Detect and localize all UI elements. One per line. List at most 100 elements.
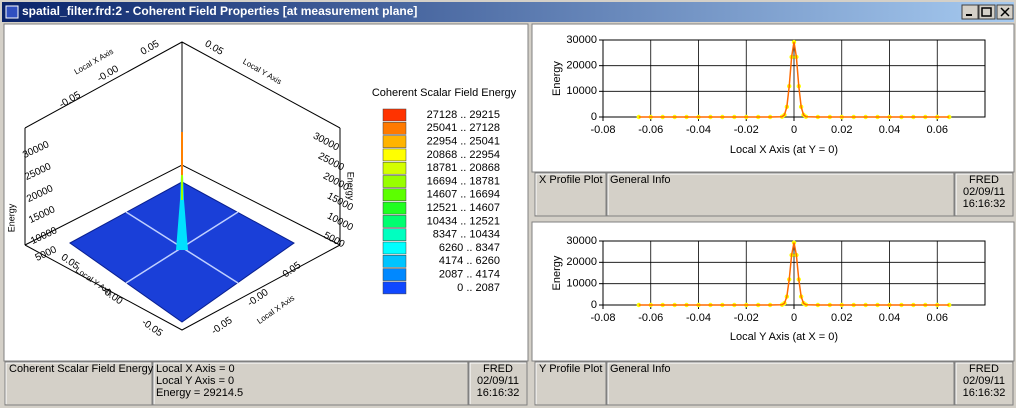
maximize-button[interactable] — [978, 4, 996, 20]
info-cell — [606, 361, 955, 406]
legend-swatch — [382, 135, 407, 148]
y-tick-label: 10000 — [566, 278, 597, 290]
info-cell-highlight — [535, 173, 605, 215]
y-axis-label: Energy — [551, 255, 563, 290]
legend-swatch — [382, 255, 407, 268]
series-line — [638, 41, 950, 118]
info-cell — [4, 361, 153, 406]
legend-label: 27128 .. 29215 — [427, 109, 500, 121]
x-tick-label: 0.04 — [879, 312, 900, 324]
info-cell-highlight — [153, 362, 467, 404]
info-cell-highlight — [955, 173, 1012, 215]
info-detail: Local Y Axis = 0 — [156, 375, 234, 387]
legend-swatch — [382, 161, 407, 175]
info-detail: General Info — [610, 363, 671, 375]
info-cell — [534, 172, 607, 217]
info-name: Y Profile Plot — [539, 363, 602, 375]
info-app: FRED — [969, 363, 999, 375]
x-tick-label: 0.06 — [927, 124, 948, 136]
energy-axis-label: Energy — [6, 203, 16, 232]
info-cell — [534, 361, 607, 406]
x-tick-label: -0.04 — [686, 124, 711, 136]
legend-swatch — [382, 148, 407, 162]
legend-label: 18781 .. 20868 — [427, 162, 500, 174]
x-tick-label: 0.02 — [831, 124, 852, 136]
info-time: 16:16:32 — [477, 387, 520, 399]
title-bar — [2, 2, 1014, 22]
x-tick-label: 0.04 — [879, 124, 900, 136]
info-detail: Energy = 29214.5 — [156, 387, 243, 399]
legend-label: 2087 .. 4174 — [439, 269, 500, 281]
x-tick-label: -0.06 — [638, 312, 663, 324]
info-cell-highlight — [607, 173, 953, 215]
legend-label: 12521 .. 14607 — [427, 202, 500, 214]
legend-swatch — [382, 188, 407, 202]
info-time: 16:16:32 — [963, 387, 1006, 399]
legend-swatch — [382, 241, 407, 255]
x-tick-label: -0.02 — [734, 124, 759, 136]
info-app: FRED — [483, 363, 513, 375]
close-button[interactable] — [996, 4, 1014, 20]
y-profile-area — [531, 221, 1015, 362]
info-date: 02/09/11 — [477, 375, 519, 387]
legend-swatch — [382, 281, 407, 295]
window-title: spatial_filter.frd:2 - Coherent Field Pr… — [22, 4, 417, 18]
legend-label: 4174 .. 6260 — [439, 255, 500, 267]
x-tick-label: -0.02 — [734, 312, 759, 324]
legend-swatch — [382, 108, 407, 122]
legend-label: 16694 .. 18781 — [427, 175, 500, 187]
info-cell — [954, 361, 1014, 406]
surface — [69, 181, 295, 323]
y-tick-label: 20000 — [566, 256, 597, 268]
legend-label: 25041 .. 27128 — [427, 122, 500, 134]
x-tick-label: -0.08 — [590, 124, 615, 136]
x-tick-label: 0 — [791, 312, 797, 324]
surface-box — [24, 41, 341, 331]
x-axis-label: Local X Axis (at Y = 0) — [730, 144, 838, 156]
legend-label: 20868 .. 22954 — [427, 149, 500, 161]
x-tick-label: -0.06 — [638, 124, 663, 136]
minimize-button[interactable] — [961, 4, 979, 20]
y-axis-label: Energy — [551, 61, 563, 96]
info-name: X Profile Plot — [539, 174, 603, 186]
legend-swatch — [382, 122, 407, 135]
info-time: 16:16:32 — [963, 198, 1006, 210]
x-profile-area — [531, 23, 1015, 173]
energy-axis-label: Energy — [346, 172, 356, 201]
x-axis-label: Local Y Axis (at X = 0) — [730, 331, 838, 343]
series-line — [638, 242, 950, 306]
app-icon — [5, 5, 19, 19]
info-cell-highlight — [607, 362, 953, 404]
x-tick-label: 0 — [791, 124, 797, 136]
legend-label: 8347 .. 10434 — [433, 229, 500, 241]
info-cell-highlight — [5, 362, 151, 404]
info-detail: General Info — [610, 174, 671, 186]
info-cell — [468, 361, 528, 406]
y-tick-label: 0 — [591, 299, 597, 311]
x-tick-label: -0.08 — [590, 312, 615, 324]
info-date: 02/09/11 — [963, 186, 1005, 198]
y-tick-label: 20000 — [566, 60, 597, 72]
x-tick-label: 0.02 — [831, 312, 852, 324]
info-cell-highlight — [955, 362, 1012, 404]
info-detail: Local X Axis = 0 — [156, 363, 235, 375]
y-tick-label: 30000 — [566, 235, 597, 247]
info-date: 02/09/11 — [963, 375, 1005, 387]
legend-swatch — [382, 215, 407, 228]
info-cell — [606, 172, 955, 217]
y-tick-label: 30000 — [566, 34, 597, 46]
surface-plot-area — [3, 23, 529, 362]
x-tick-label: 0.06 — [927, 312, 948, 324]
legend-label: 6260 .. 8347 — [439, 242, 500, 254]
legend-label: 0 .. 2087 — [457, 282, 500, 294]
legend-swatch — [382, 268, 407, 281]
x-tick-label: -0.04 — [686, 312, 711, 324]
info-cell — [152, 361, 469, 406]
legend-label: 10434 .. 12521 — [427, 215, 500, 227]
y-tick-label: 0 — [591, 111, 597, 123]
info-app: FRED — [969, 174, 999, 186]
legend-label: 22954 .. 25041 — [427, 136, 500, 148]
y-tick-label: 10000 — [566, 85, 597, 97]
info-cell-highlight — [469, 362, 526, 404]
